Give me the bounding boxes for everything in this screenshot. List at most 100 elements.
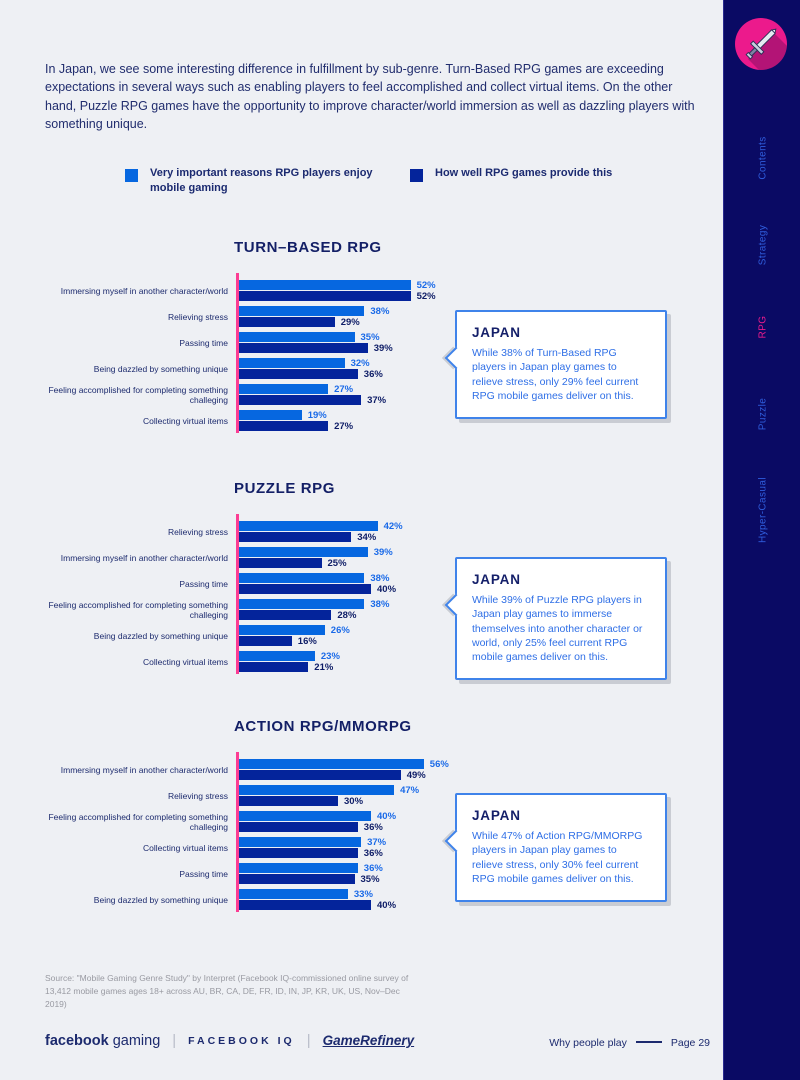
bar-important bbox=[239, 625, 325, 635]
sidebar-item-strategy[interactable]: Strategy bbox=[757, 224, 769, 266]
section-name: Why people play bbox=[549, 1037, 627, 1049]
callout-body: While 38% of Turn-Based RPG players in J… bbox=[472, 347, 639, 402]
callout-japan-turn-based: JAPAN While 38% of Turn-Based RPG player… bbox=[455, 310, 667, 420]
category-label: Passing time bbox=[179, 868, 228, 879]
bar-pair: 42% 34% bbox=[235, 521, 620, 543]
bar-important bbox=[239, 599, 365, 609]
value-label: 56% bbox=[429, 758, 449, 770]
callout-title: JAPAN bbox=[472, 808, 521, 823]
value-label: 42% bbox=[383, 520, 403, 532]
chart-row: Collecting virtual items 19% 27% bbox=[45, 410, 620, 432]
bar-provide bbox=[239, 662, 309, 672]
chart-row: Feeling accomplished for completing some… bbox=[45, 811, 620, 833]
bar-provide bbox=[239, 558, 322, 568]
bar-pair: 27% 37% bbox=[235, 384, 620, 406]
value-label: 49% bbox=[406, 769, 426, 781]
value-label: 27% bbox=[334, 420, 354, 432]
section-sidebar: Contents Strategy RPG Puzzle Hyper-Casua… bbox=[723, 0, 800, 1080]
category-label: Immersing myself in another character/wo… bbox=[60, 285, 228, 296]
bar-provide bbox=[239, 796, 338, 806]
bar-provide bbox=[239, 532, 352, 542]
value-label: 21% bbox=[314, 661, 334, 673]
bar-pair: 36% 35% bbox=[235, 863, 620, 885]
value-label: 30% bbox=[344, 795, 364, 807]
value-label: 36% bbox=[363, 821, 383, 833]
value-label: 28% bbox=[337, 609, 357, 621]
category-label: Being dazzled by something unique bbox=[93, 363, 228, 374]
chart-turn-based-rpg: TURN–BASED RPG Immersing myself in anoth… bbox=[45, 239, 620, 433]
chart-title: TURN–BASED RPG bbox=[234, 239, 382, 256]
legend-label: How well RPG games provide this bbox=[435, 167, 613, 179]
bar-pair: 23% 21% bbox=[235, 651, 620, 673]
value-label: 39% bbox=[373, 342, 393, 354]
dash-rule bbox=[635, 1041, 662, 1043]
value-label: 37% bbox=[367, 394, 387, 406]
chart-row: Passing time 36% 35% bbox=[45, 863, 620, 885]
facebook-gaming-logo: facebook gaming bbox=[45, 1033, 160, 1049]
chart-rows: Relieving stress 42% 34% Immersing myself i… bbox=[45, 521, 620, 673]
chart-row: Relieving stress 38% 29% bbox=[45, 306, 620, 328]
source-note: Source: "Mobile Gaming Genre Study" by I… bbox=[45, 973, 409, 1009]
category-label: Relieving stress bbox=[168, 526, 228, 537]
category-label: Being dazzled by something unique bbox=[93, 894, 228, 905]
category-label: Being dazzled by something unique bbox=[93, 630, 228, 641]
value-label: 47% bbox=[400, 784, 420, 796]
bar-provide bbox=[239, 584, 371, 594]
bar-important bbox=[239, 759, 424, 769]
bar-important bbox=[239, 521, 378, 531]
bar-important bbox=[239, 547, 368, 557]
category-label: Collecting virtual items bbox=[142, 656, 228, 667]
value-label: 40% bbox=[377, 899, 397, 911]
chart-rows: Immersing myself in another character/wo… bbox=[45, 759, 620, 911]
sidebar-item-contents[interactable]: Contents bbox=[757, 136, 769, 180]
bar-pair: 38% 28% bbox=[235, 599, 620, 621]
chart-row: Immersing myself in another character/wo… bbox=[45, 547, 620, 569]
callout-body: While 47% of Action RPG/MMORPG players i… bbox=[472, 830, 643, 885]
chart-row: Feeling accomplished for completing some… bbox=[45, 599, 620, 621]
facebook-iq-logo: FACEBOOK IQ bbox=[188, 1034, 295, 1047]
category-label: Immersing myself in another character/wo… bbox=[60, 552, 228, 563]
sidebar-item-hyper-casual[interactable]: Hyper-Casual bbox=[757, 477, 769, 543]
sidebar-item-rpg[interactable]: RPG bbox=[757, 315, 769, 339]
bar-important bbox=[239, 410, 302, 420]
value-label: 52% bbox=[416, 279, 436, 291]
value-label: 27% bbox=[334, 383, 354, 395]
chart-title: PUZZLE RPG bbox=[234, 480, 336, 497]
bar-pair: 39% 25% bbox=[235, 547, 620, 569]
chart-rows: Immersing myself in another character/wo… bbox=[45, 280, 620, 432]
category-label: Feeling accomplished for completing some… bbox=[48, 599, 228, 620]
bar-pair: 38% 40% bbox=[235, 573, 620, 595]
value-label: 39% bbox=[373, 546, 393, 558]
chart-row: Relieving stress 42% 34% bbox=[45, 521, 620, 543]
value-label: 35% bbox=[360, 331, 380, 343]
chart-row: Feeling accomplished for completing some… bbox=[45, 384, 620, 406]
value-label: 33% bbox=[353, 888, 373, 900]
chart-title: ACTION RPG/MMORPG bbox=[234, 718, 412, 735]
bar-provide bbox=[239, 848, 358, 858]
category-label: Immersing myself in another character/wo… bbox=[60, 764, 228, 775]
value-label: 40% bbox=[377, 583, 397, 595]
bar-important bbox=[239, 785, 395, 795]
page-number: Page 29 bbox=[670, 1037, 710, 1049]
sword-icon bbox=[735, 18, 787, 70]
bar-provide bbox=[239, 317, 335, 327]
value-label: 29% bbox=[340, 316, 360, 328]
axis-line bbox=[236, 273, 239, 433]
chart-row: Being dazzled by something unique 32% 36% bbox=[45, 358, 620, 380]
bar-provide bbox=[239, 395, 362, 405]
bar-important bbox=[239, 811, 371, 821]
value-label: 16% bbox=[297, 635, 317, 647]
value-label: 36% bbox=[363, 847, 383, 859]
gaming-wordmark: gaming bbox=[112, 1032, 161, 1049]
bar-provide bbox=[239, 369, 358, 379]
sidebar-item-puzzle[interactable]: Puzzle bbox=[757, 397, 769, 431]
bar-pair: 32% 36% bbox=[235, 358, 620, 380]
bar-pair: 52% 52% bbox=[235, 280, 620, 302]
bar-provide bbox=[239, 421, 329, 431]
value-label: 26% bbox=[330, 624, 350, 636]
category-label: Relieving stress bbox=[168, 311, 228, 322]
bar-pair: 19% 27% bbox=[235, 410, 620, 432]
bar-pair: 56% 49% bbox=[235, 759, 620, 781]
bar-provide bbox=[239, 874, 355, 884]
